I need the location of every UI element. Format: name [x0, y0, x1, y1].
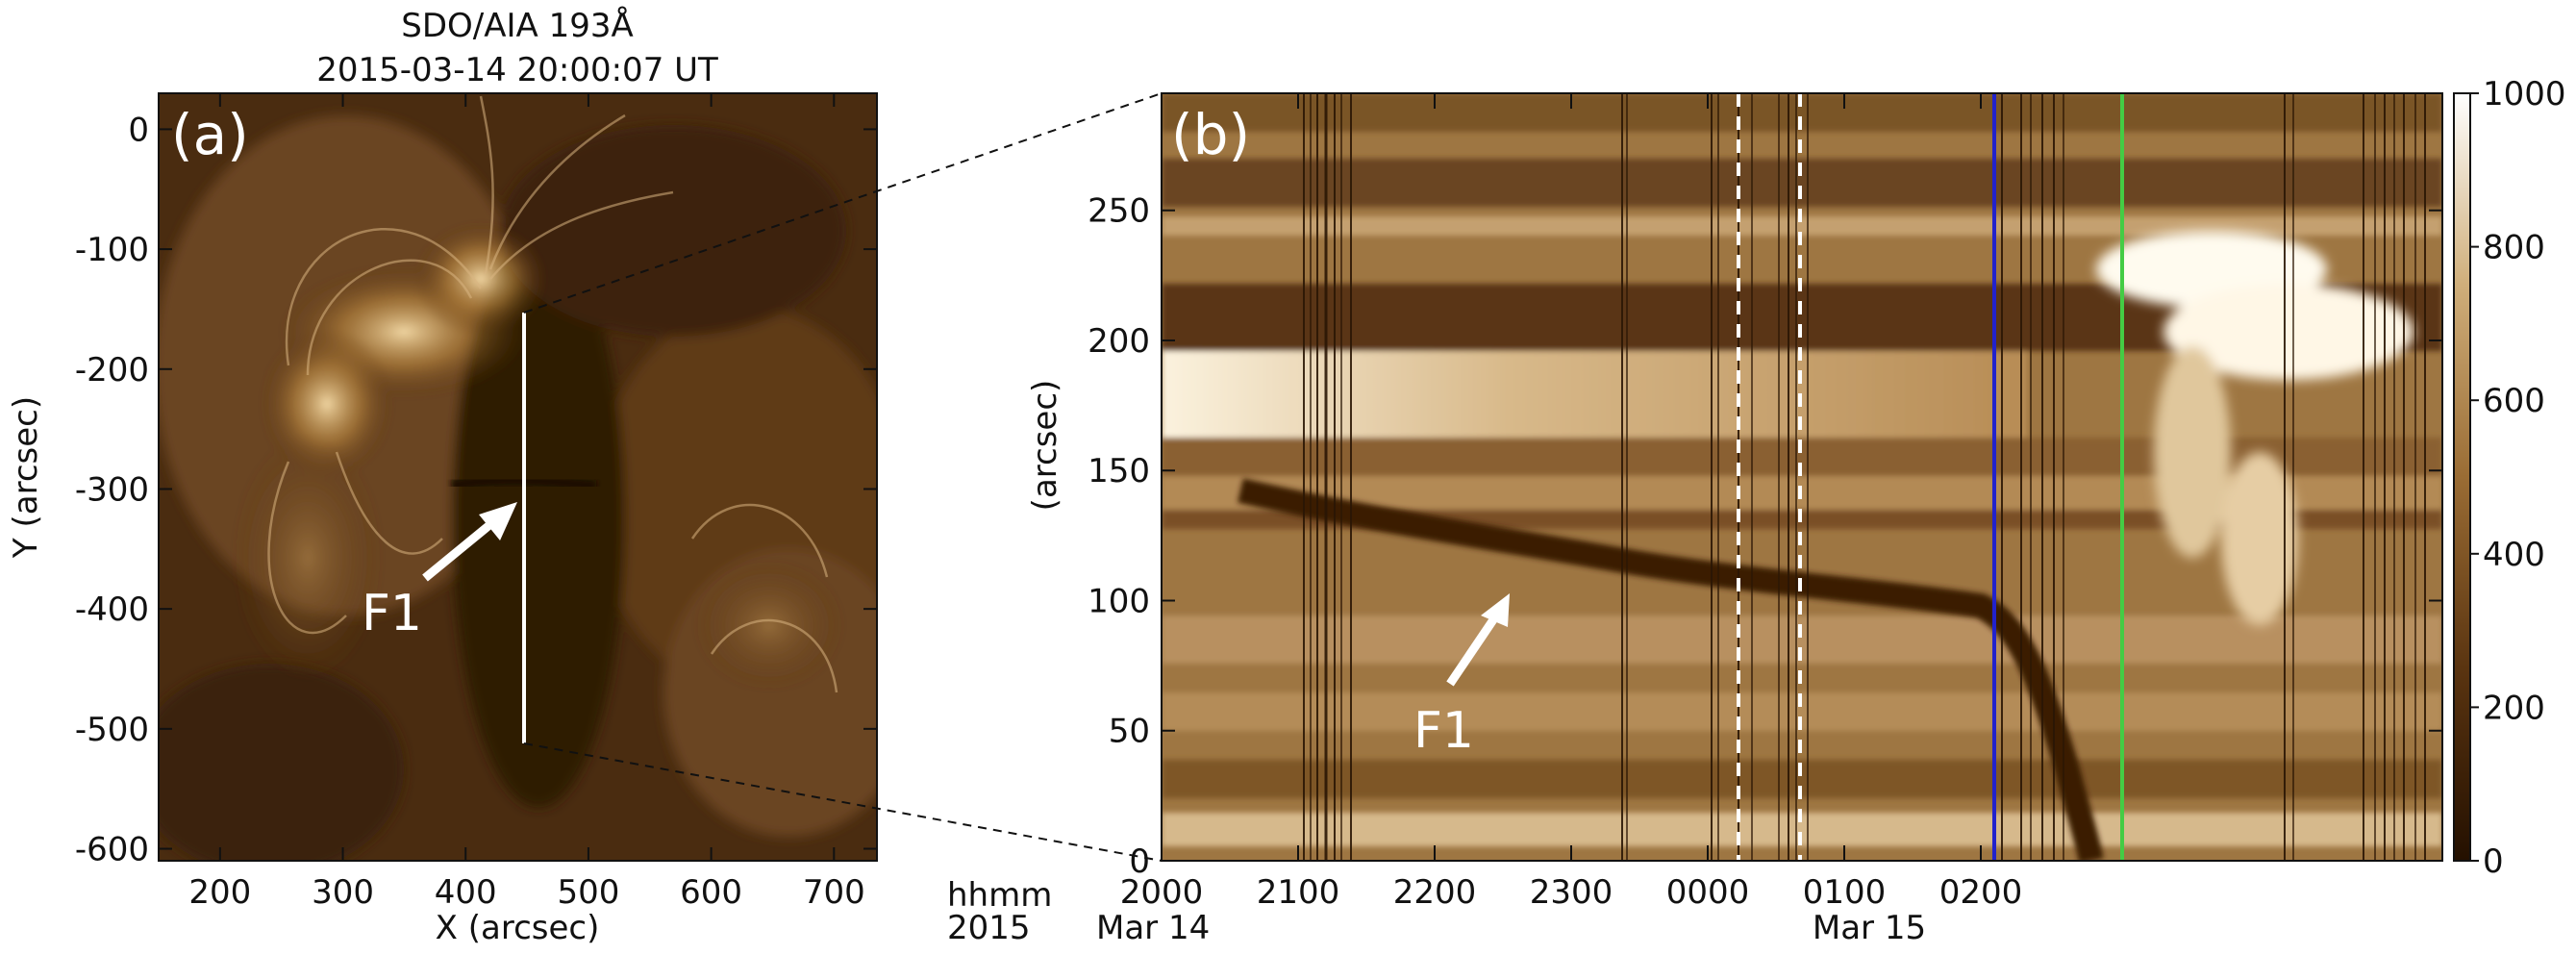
panel-b-y-tick-label: 250 [1088, 192, 1150, 231]
panel-b-y-tick-label: 150 [1088, 452, 1150, 490]
panel-a-y-axis-label: Y (arcsec) [7, 396, 45, 559]
panel-a-y-tick-label: -400 [75, 591, 149, 629]
panel-b-y-axis-label: (arcsec) [1026, 380, 1064, 512]
panel-b-date-label-mar15: Mar 15 [1813, 909, 1926, 947]
slit-connector-bottom [523, 742, 1163, 862]
panel-b-x-tick-label: 2000 [1120, 873, 1204, 912]
panel-a: 0 -100 -200 -300 -400 -500 -600 200 300 400 500 60… [7, 92, 878, 947]
panel-a-frame [158, 92, 878, 862]
panel-a-x-tick-label: 400 [435, 873, 497, 912]
panel-b-x-ticks: 2000 2100 2200 2300 0000 0100 0200 [1120, 93, 2023, 912]
panel-b-x-tick-label: 2300 [1530, 873, 1613, 912]
panel-a-x-tick-label: 200 [188, 873, 251, 912]
colorbar-tick-label: 1000 [2483, 75, 2566, 113]
colorbar-tick-label: 200 [2483, 689, 2545, 727]
panel-a-x-axis-label: X (arcsec) [436, 909, 600, 947]
panel-b-y-tick-label: 0 [1129, 842, 1150, 881]
panel-a-y-tick-label: 0 [128, 111, 149, 149]
panel-b-x-unit-label: hhmm [947, 876, 1052, 915]
panel-b-y-tick-label: 100 [1088, 582, 1150, 620]
panel-b-x-tick-label: 2200 [1393, 873, 1477, 912]
panel-b-x-tick-label: 0200 [1939, 873, 2023, 912]
panel-b-x-tick-label: 0100 [1803, 873, 1887, 912]
panel-b-frame [1161, 92, 2443, 862]
panel-a-f1-label: F1 [362, 585, 422, 642]
panel-a-x-tick-label: 300 [312, 873, 374, 912]
colorbar: 0 200 400 600 800 1000 [2453, 75, 2566, 881]
panel-b-x-tick-label: 0000 [1666, 873, 1750, 912]
panel-b-y-tick-label: 200 [1088, 322, 1150, 361]
slit-connector-top [523, 92, 1163, 314]
colorbar-ticks: 0 200 400 600 800 1000 [2470, 75, 2566, 881]
figure-datetime-title: 2015-03-14 20:00:07 UT [316, 51, 718, 89]
panel-a-y-tick-label: -200 [75, 351, 149, 390]
panel-b-label: (b) [1171, 102, 1250, 167]
panel-a-image [159, 93, 877, 861]
panel-a-label: (a) [171, 102, 249, 167]
panel-a-x-ticks: 200 300 400 500 600 700 [188, 93, 865, 912]
panel-b-date-label-mar14: Mar 14 [1096, 909, 1210, 947]
panel-b: 0 50 100 150 200 250 2000 2100 2200 2300 0000 0100… [947, 92, 2443, 947]
panel-b-y-tick-label: 50 [1109, 713, 1150, 751]
panel-a-y-tick-label: -500 [75, 711, 149, 749]
panel-a-x-tick-label: 600 [680, 873, 742, 912]
colorbar-tick-label: 600 [2483, 382, 2545, 420]
panel-b-y-ticks: 0 50 100 150 200 250 [1088, 192, 2442, 881]
colorbar-tick-label: 800 [2483, 229, 2545, 267]
panel-a-x-tick-label: 500 [557, 873, 619, 912]
panel-a-x-tick-label: 700 [803, 873, 865, 912]
panel-a-y-ticks: 0 -100 -200 -300 -400 -500 -600 [75, 111, 877, 869]
panel-a-y-tick-label: -100 [75, 231, 149, 269]
panel-b-image [1162, 93, 2442, 861]
figure-instrument-title: SDO/AIA 193Å [401, 6, 634, 45]
panel-a-f1-arrow [422, 502, 517, 582]
panel-a-y-tick-label: -300 [75, 470, 149, 509]
panel-a-y-tick-label: -600 [75, 831, 149, 869]
colorbar-tick-label: 400 [2483, 536, 2545, 574]
panel-b-x-year-label: 2015 [947, 909, 1031, 947]
panel-b-f1-label: F1 [1413, 702, 1474, 760]
colorbar-gradient [2453, 92, 2471, 862]
panel-b-f1-arrow [1446, 593, 1510, 687]
colorbar-tick-label: 0 [2483, 842, 2504, 881]
panel-b-x-tick-label: 2100 [1257, 873, 1340, 912]
